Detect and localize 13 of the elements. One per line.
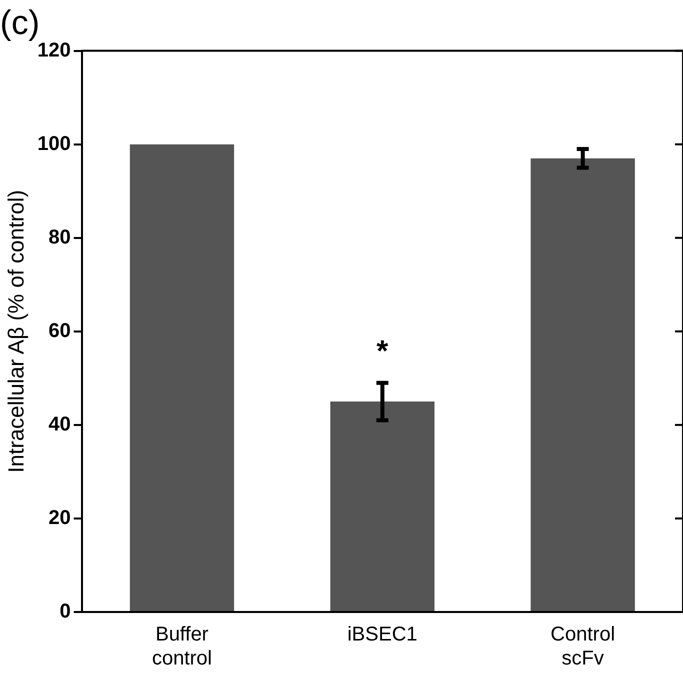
chart-title: (c) — [0, 4, 40, 42]
y-tick-label: 80 — [48, 226, 71, 248]
x-tick-label: Control scFv — [550, 624, 616, 670]
y-tick-label: 100 — [37, 132, 71, 155]
y-axis-title: Intracellular Aβ (% of control) — [3, 190, 28, 473]
y-tick-label: 40 — [48, 413, 71, 436]
y-tick-label: 120 — [37, 39, 71, 62]
y-tick-label: 20 — [48, 506, 71, 529]
annotation: * — [376, 335, 389, 368]
x-tick-label: iBSEC1 — [347, 624, 418, 646]
y-tick-label: 60 — [48, 320, 71, 342]
y-tick-label: 0 — [60, 600, 71, 623]
x-tick-label: Buffer control — [152, 624, 212, 670]
